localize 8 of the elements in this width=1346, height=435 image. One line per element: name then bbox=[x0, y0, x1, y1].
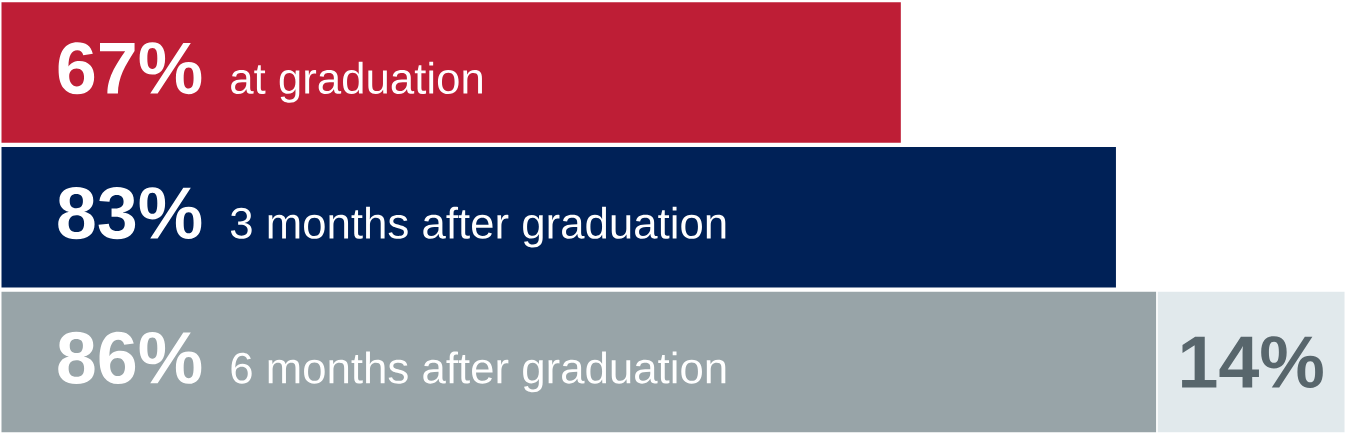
bar bbox=[0, 0, 903, 145]
y-tick-label: 3 months after graduation bbox=[230, 206, 726, 248]
data-label: 67% bbox=[58, 42, 202, 95]
y-tick-label: at graduation bbox=[231, 62, 482, 103]
data-label: 14% bbox=[1182, 336, 1323, 389]
data-label: 83% bbox=[58, 187, 202, 240]
data-label: 86% bbox=[58, 332, 202, 385]
y-tick-label: 6 months after graduation bbox=[231, 351, 726, 393]
